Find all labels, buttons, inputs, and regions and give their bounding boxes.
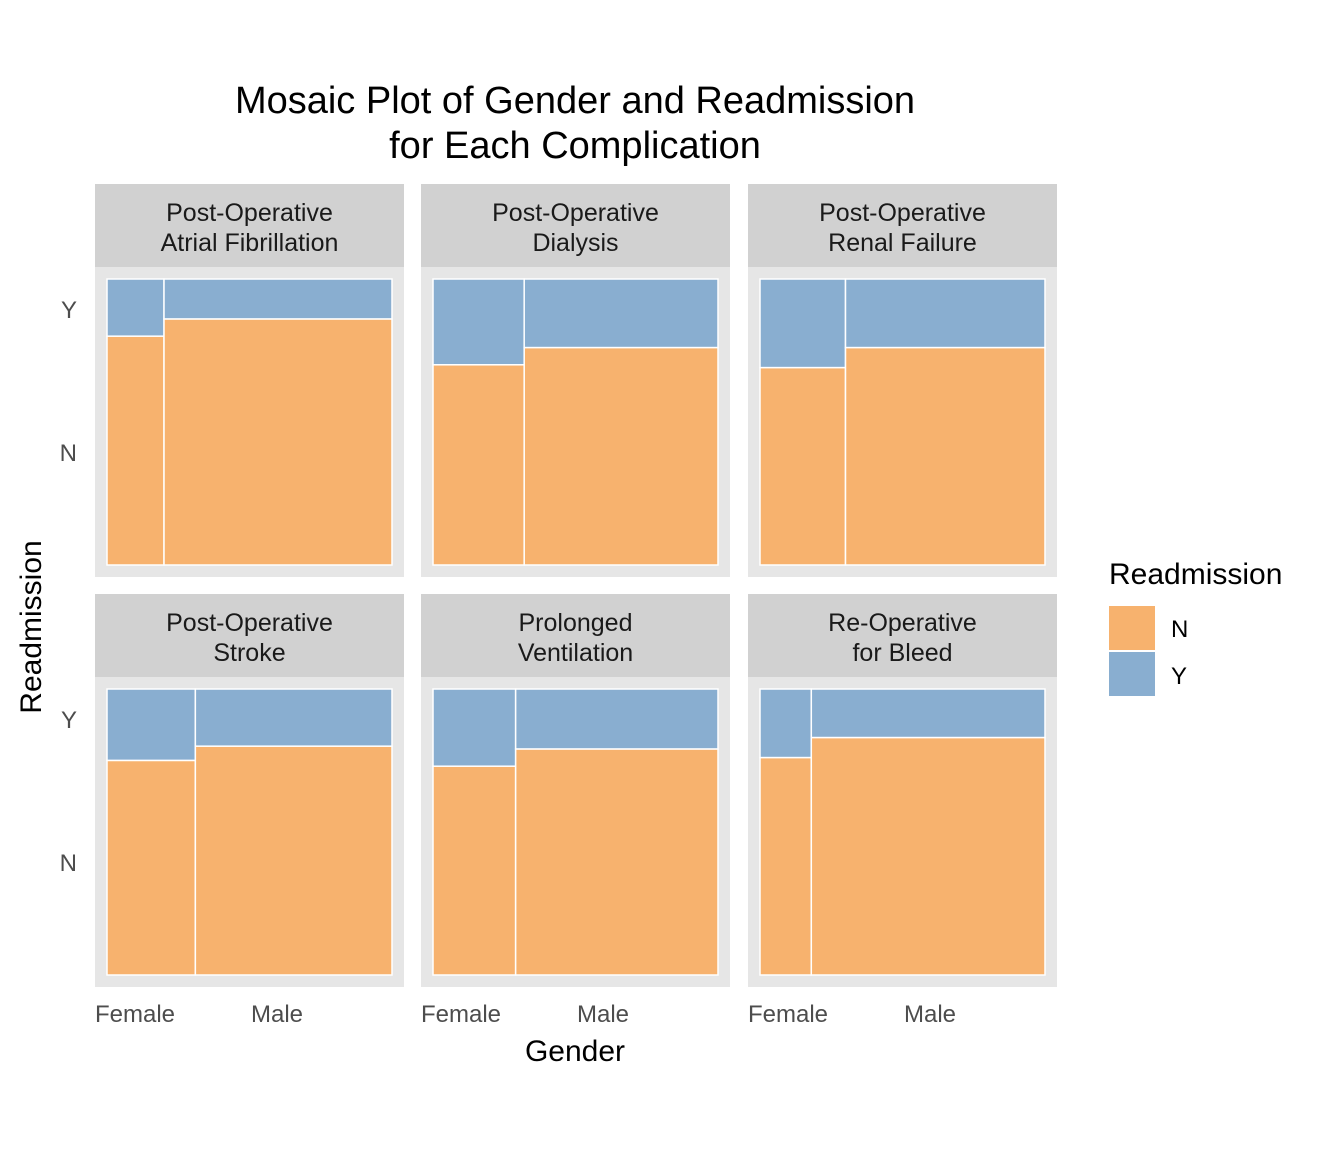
tile-female-n: [106, 759, 197, 976]
strip-label: Post-Operative: [492, 199, 659, 227]
tile-male-n: [523, 346, 719, 566]
tile-male-n: [163, 318, 393, 566]
tile-female-n: [759, 756, 813, 976]
strip-background: [748, 184, 1057, 267]
strip-label: for Bleed: [852, 639, 952, 667]
strip-label: Ventilation: [518, 639, 633, 667]
x-tick-label: Male: [904, 1001, 956, 1028]
strip-label: Post-Operative: [166, 609, 333, 637]
y-tick-label: Y: [61, 297, 77, 324]
tile-female-n: [759, 366, 847, 566]
tile-female-n: [106, 335, 165, 566]
legend-label-n: N: [1171, 616, 1188, 643]
strip-background: [95, 184, 404, 267]
x-tick-label: Female: [95, 1001, 175, 1028]
strip-label: Post-Operative: [166, 199, 333, 227]
legend: Readmission N Y: [1109, 558, 1282, 696]
chart-title-line-2: for Each Complication: [389, 125, 761, 167]
strip-label: Renal Failure: [828, 229, 977, 257]
strip-background: [421, 184, 730, 267]
tile-female-n: [432, 364, 525, 566]
tile-male-n: [844, 346, 1046, 566]
tile-female-y: [759, 278, 847, 369]
strip-label: Prolonged: [519, 609, 633, 637]
strip-background: [95, 594, 404, 677]
tile-male-y: [810, 688, 1046, 739]
x-tick-label: Female: [748, 1001, 828, 1028]
tile-female-n: [432, 765, 517, 976]
x-tick-label: Male: [251, 1001, 303, 1028]
tile-female-y: [432, 688, 517, 767]
y-tick-label: N: [60, 440, 77, 467]
y-axis-ticks: Y N Y N: [60, 297, 77, 877]
tile-male-y: [194, 688, 393, 747]
strip-label: Dialysis: [532, 229, 618, 257]
strip-label: Post-Operative: [819, 199, 986, 227]
tile-female-y: [106, 688, 197, 762]
legend-title: Readmission: [1109, 558, 1282, 591]
tile-female-y: [759, 688, 813, 759]
strip-label: Stroke: [213, 639, 285, 667]
strip-label: Re-Operative: [828, 609, 977, 637]
legend-key-n: [1109, 606, 1155, 650]
tile-male-y: [523, 278, 719, 349]
tile-female-y: [106, 278, 165, 337]
x-axis-ticks: Female Male Female Male Female Male: [95, 1001, 956, 1028]
tile-male-n: [514, 748, 719, 976]
y-axis-title: Readmission: [15, 540, 48, 713]
strip-background: [748, 594, 1057, 677]
chart-title-line-1: Mosaic Plot of Gender and Readmission: [235, 80, 915, 122]
tile-male-n: [810, 736, 1046, 976]
tile-male-y: [844, 278, 1046, 349]
tile-female-y: [432, 278, 525, 366]
strip-background: [421, 594, 730, 677]
legend-label-y: Y: [1171, 663, 1187, 690]
y-tick-label: N: [60, 850, 77, 877]
tile-male-y: [163, 278, 393, 320]
tile-male-n: [194, 745, 393, 976]
x-axis-title: Gender: [525, 1035, 625, 1068]
y-tick-label: Y: [61, 707, 77, 734]
x-tick-label: Male: [577, 1001, 629, 1028]
legend-key-y: [1109, 652, 1155, 696]
strip-label: Atrial Fibrillation: [161, 229, 339, 257]
tile-male-y: [514, 688, 719, 750]
x-tick-label: Female: [421, 1001, 501, 1028]
